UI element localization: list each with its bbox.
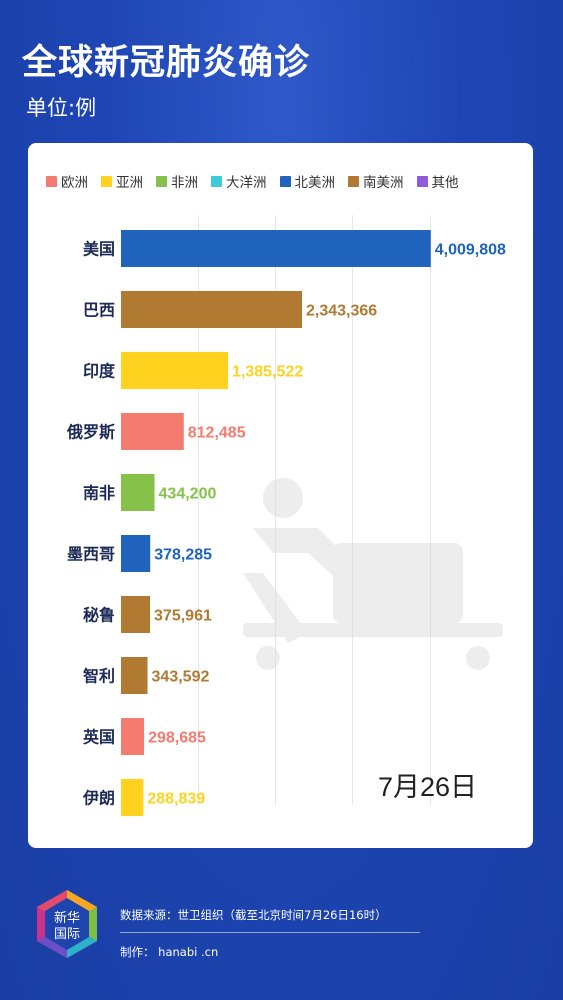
gridline — [198, 215, 199, 805]
legend-label: 大洋洲 — [226, 175, 267, 191]
legend-label: 南美洲 — [363, 175, 404, 191]
page-title: 全球新冠肺炎确诊 — [22, 43, 311, 83]
bar — [121, 718, 145, 755]
gridline — [352, 215, 353, 805]
logo-text-bottom: 国际 — [54, 927, 80, 942]
bar — [121, 291, 303, 328]
gridline — [430, 215, 431, 805]
country-label: 俄罗斯 — [66, 423, 115, 442]
date-label: 7月26日 — [378, 772, 478, 802]
value-label: 378,285 — [154, 547, 212, 564]
chart-card: 欧洲 亚洲 非洲 大洋洲 北美洲 南美洲 其他 美国 4,009,808 巴西 2,343,366… — [28, 143, 533, 848]
value-label: 2,343,366 — [306, 303, 377, 320]
legend-swatch — [101, 175, 112, 187]
bar — [121, 352, 229, 389]
value-label: 298,685 — [148, 730, 206, 747]
legend-item: 大洋洲 — [211, 171, 267, 191]
bar — [121, 657, 148, 694]
legend-swatch — [46, 175, 57, 187]
legend-swatch — [348, 175, 359, 187]
legend-label: 欧洲 — [61, 175, 88, 191]
bar-chart: 美国 4,009,808 巴西 2,343,366 印度 1,385,522 俄罗斯 812,… — [66, 230, 506, 816]
bar — [121, 596, 151, 633]
logo-text-top: 新华 — [54, 910, 80, 926]
data-source: 数据来源：世卫组织（截至北京时间7月26日16时） — [120, 908, 387, 922]
legend-item: 欧洲 — [46, 171, 88, 191]
country-label: 巴西 — [83, 301, 115, 320]
country-label: 智利 — [83, 667, 115, 686]
gridline — [275, 215, 276, 805]
watermark-icon — [243, 478, 503, 670]
legend-item: 北美洲 — [279, 171, 336, 191]
xinhua-logo-icon: 新华 国际 — [37, 890, 97, 958]
legend-item: 非洲 — [156, 171, 198, 191]
legend-item: 南美洲 — [348, 171, 404, 191]
legend-item: 亚洲 — [101, 171, 143, 191]
legend-swatch — [156, 175, 167, 187]
value-label: 1,385,522 — [232, 364, 303, 381]
unit-label: 单位:例 — [26, 96, 97, 120]
value-label: 434,200 — [159, 486, 217, 503]
bar — [121, 413, 184, 450]
legend-item: 其他 — [416, 171, 459, 191]
footer-divider — [120, 932, 420, 933]
value-label: 4,009,808 — [435, 242, 506, 259]
legend-swatch — [279, 175, 291, 187]
legend-label: 北美洲 — [294, 175, 336, 191]
country-label: 秘鲁 — [83, 606, 115, 625]
country-label: 墨西哥 — [67, 545, 115, 564]
legend: 欧洲 亚洲 非洲 大洋洲 北美洲 南美洲 其他 — [46, 171, 459, 191]
country-label: 英国 — [82, 728, 115, 747]
legend-swatch — [416, 175, 428, 187]
maker-credit: 制作： hanabi .cn — [120, 945, 219, 959]
value-label: 812,485 — [188, 425, 246, 442]
country-label: 印度 — [83, 362, 116, 381]
legend-label: 其他 — [431, 175, 459, 191]
bar — [121, 535, 151, 572]
legend-label: 亚洲 — [116, 175, 143, 191]
bar — [121, 779, 144, 816]
country-label: 美国 — [83, 240, 115, 259]
legend-swatch — [211, 175, 222, 187]
bar — [121, 230, 431, 267]
value-label: 375,961 — [154, 608, 212, 625]
country-label: 伊朗 — [82, 789, 115, 808]
country-label: 南非 — [83, 484, 115, 503]
bar — [121, 474, 155, 511]
value-label: 288,839 — [147, 791, 205, 808]
value-label: 343,592 — [152, 669, 210, 686]
legend-label: 非洲 — [171, 175, 198, 191]
